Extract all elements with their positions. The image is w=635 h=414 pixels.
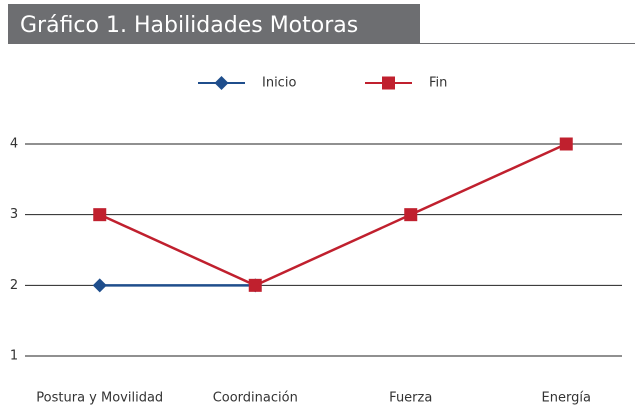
data-point [559,137,573,151]
y-tick-label: 3 [10,207,18,222]
legend-marker [382,76,395,90]
title-bar [8,4,420,44]
y-tick-label: 2 [10,278,18,293]
data-point [404,208,418,222]
x-tick-label: Postura y Movilidad [36,391,163,406]
x-tick-label: Fuerza [389,391,432,406]
legend-label: Fin [429,76,447,91]
series-line [99,142,567,287]
legend-marker [214,76,229,90]
legend-label: Inicio [262,76,296,91]
data-point [93,208,107,222]
y-tick-label: 4 [10,137,18,152]
y-tick-label: 1 [10,349,18,364]
chart-title: Gráfico 1. Habilidades Motoras [20,13,358,38]
x-tick-label: Coordinación [213,391,298,406]
data-point [248,278,262,292]
x-tick-label: Energía [542,391,591,406]
data-point [92,278,107,293]
